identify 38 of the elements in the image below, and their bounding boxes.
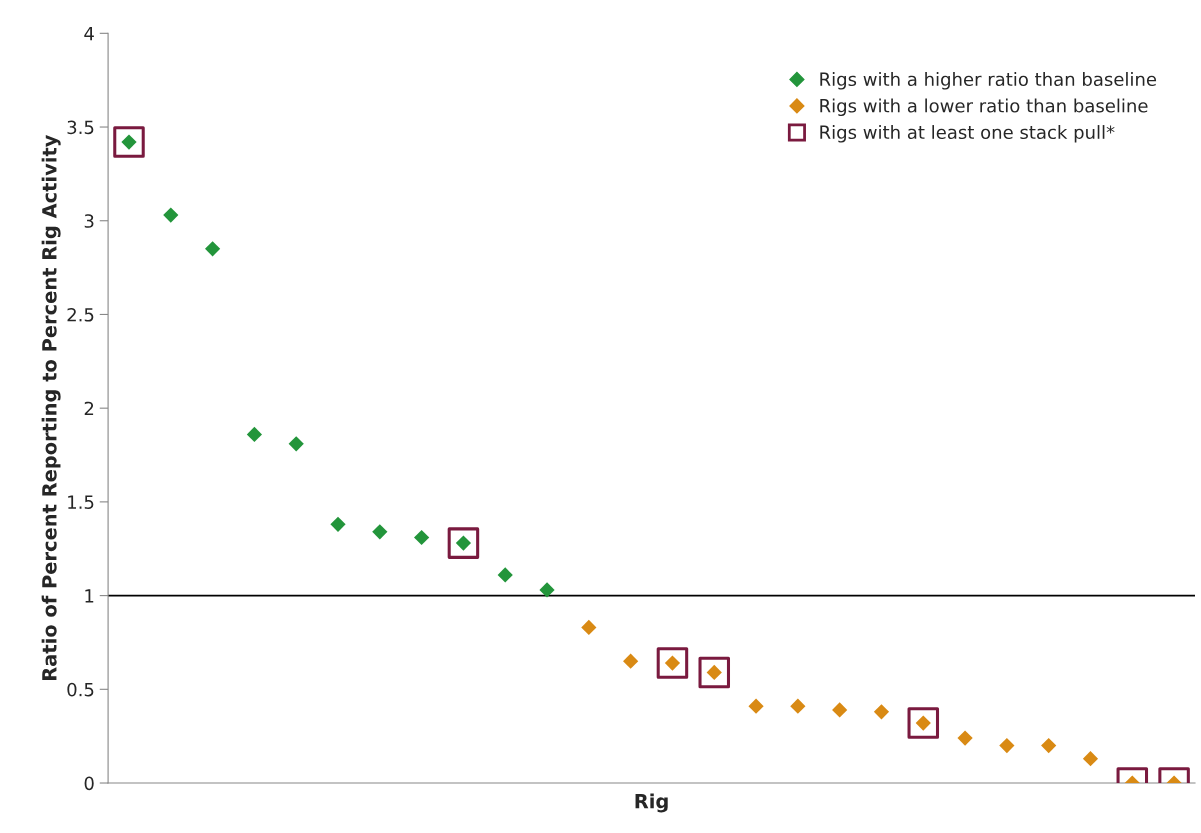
point xyxy=(1041,737,1057,754)
point xyxy=(907,707,940,739)
point xyxy=(372,524,388,540)
y-tick-label: 1.5 xyxy=(68,495,94,509)
legend-label: Rigs with a lower ratio than baseline xyxy=(820,98,1148,117)
point xyxy=(832,702,848,718)
point xyxy=(246,426,263,443)
y-tick-label: 4 xyxy=(84,27,94,41)
point xyxy=(623,653,639,669)
point xyxy=(414,529,430,546)
y-tick-label: 2 xyxy=(84,401,94,416)
y-tick-label: 0 xyxy=(84,776,94,791)
point xyxy=(873,704,890,720)
x-axis-title: Rig xyxy=(635,793,668,813)
point xyxy=(790,698,806,714)
y-tick-label: 3.5 xyxy=(67,120,94,135)
point xyxy=(288,436,304,452)
y-tick-label: 2.5 xyxy=(67,307,94,322)
y-tick-label: 1 xyxy=(85,589,94,603)
point xyxy=(163,207,179,223)
point xyxy=(539,582,555,598)
point xyxy=(748,698,764,714)
point xyxy=(204,241,221,257)
point xyxy=(330,516,346,532)
y-tick-label: 0.5 xyxy=(67,682,94,697)
y-tick-label: 3 xyxy=(84,214,94,228)
point xyxy=(113,126,145,158)
legend-label: Rigs with a higher ratio than baseline xyxy=(820,72,1157,90)
point xyxy=(999,737,1015,754)
y-axis-title: Ratio of Percent Reporting to Percent Rig Activity xyxy=(41,134,61,680)
point xyxy=(656,647,689,679)
point xyxy=(957,730,973,746)
point xyxy=(447,527,480,559)
point xyxy=(581,619,597,636)
point xyxy=(1082,751,1099,767)
legend-label: Rigs with at least one stack pull* xyxy=(820,125,1115,143)
point xyxy=(698,656,731,689)
point xyxy=(497,567,513,583)
